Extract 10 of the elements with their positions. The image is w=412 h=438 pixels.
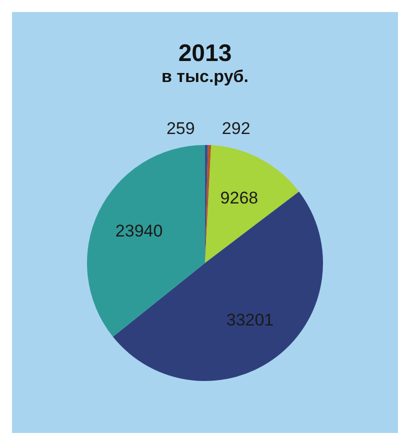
chart-subtitle: в тыс.руб. (161, 67, 249, 86)
data-label: 33201 (226, 310, 274, 330)
data-label: 9268 (220, 188, 258, 208)
data-label: 259 (166, 119, 195, 138)
chart-title: 2013 (178, 40, 232, 67)
data-label: 292 (222, 119, 250, 138)
pie-slice (205, 145, 299, 263)
pie-slice (87, 145, 205, 337)
data-label: 23940 (115, 221, 163, 240)
pie-slice (112, 192, 323, 381)
